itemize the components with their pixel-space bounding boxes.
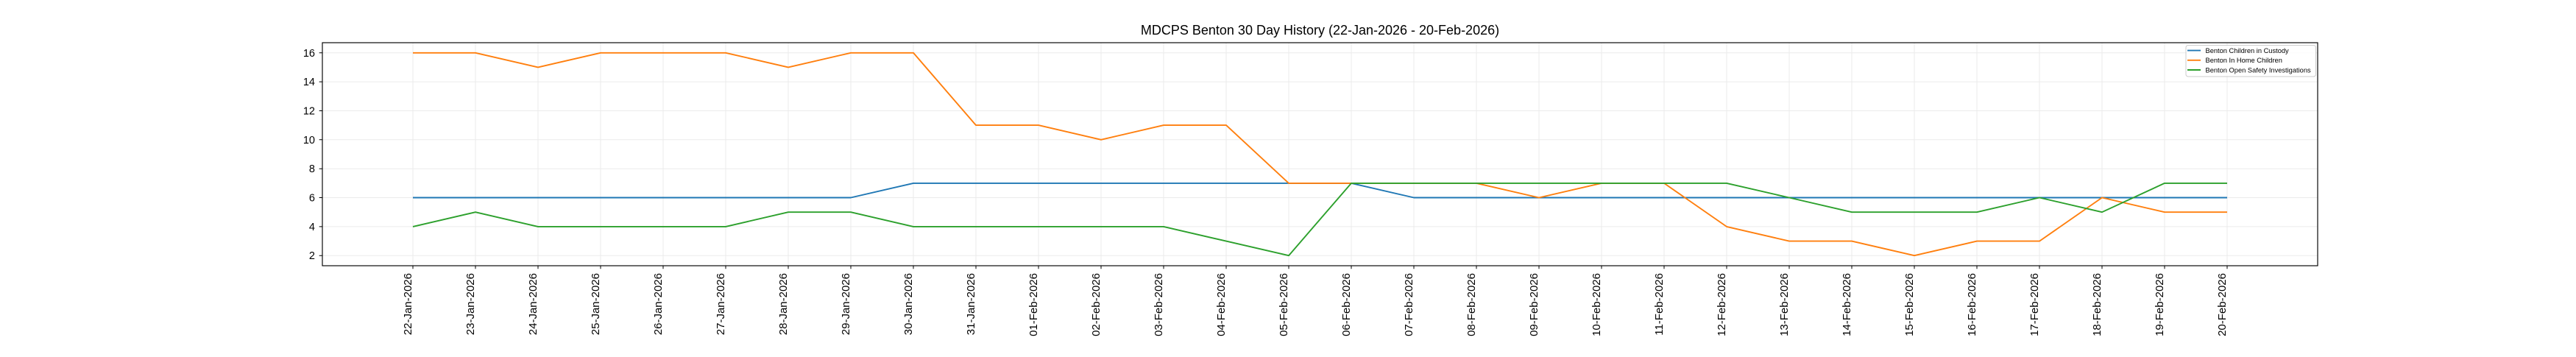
svg-text:10: 10: [303, 135, 315, 146]
svg-text:18-Feb-2026: 18-Feb-2026: [2091, 273, 2103, 336]
svg-text:05-Feb-2026: 05-Feb-2026: [1278, 273, 1290, 336]
svg-text:25-Jan-2026: 25-Jan-2026: [590, 273, 602, 335]
svg-text:06-Feb-2026: 06-Feb-2026: [1340, 273, 1353, 336]
svg-text:26-Jan-2026: 26-Jan-2026: [652, 273, 665, 335]
svg-text:23-Jan-2026: 23-Jan-2026: [464, 273, 477, 335]
svg-text:04-Feb-2026: 04-Feb-2026: [1215, 273, 1228, 336]
svg-text:28-Jan-2026: 28-Jan-2026: [777, 273, 790, 335]
svg-text:Benton Children in Custody: Benton Children in Custody: [2206, 47, 2290, 54]
svg-text:03-Feb-2026: 03-Feb-2026: [1153, 273, 1165, 336]
svg-text:13-Feb-2026: 13-Feb-2026: [1778, 273, 1791, 336]
svg-text:27-Jan-2026: 27-Jan-2026: [715, 273, 727, 335]
svg-text:10-Feb-2026: 10-Feb-2026: [1590, 273, 1603, 336]
svg-text:14: 14: [303, 77, 315, 88]
svg-text:2: 2: [309, 250, 315, 262]
svg-text:31-Jan-2026: 31-Jan-2026: [965, 273, 977, 335]
svg-text:Benton Open Safety Investigati: Benton Open Safety Investigations: [2206, 66, 2312, 74]
svg-text:02-Feb-2026: 02-Feb-2026: [1090, 273, 1103, 336]
svg-text:14-Feb-2026: 14-Feb-2026: [1841, 273, 1853, 336]
svg-text:Benton In Home Children: Benton In Home Children: [2206, 57, 2282, 64]
svg-text:20-Feb-2026: 20-Feb-2026: [2216, 273, 2229, 336]
svg-text:07-Feb-2026: 07-Feb-2026: [1403, 273, 1415, 336]
svg-text:12: 12: [303, 106, 315, 118]
svg-text:19-Feb-2026: 19-Feb-2026: [2154, 273, 2166, 336]
svg-text:6: 6: [309, 193, 315, 205]
svg-text:15-Feb-2026: 15-Feb-2026: [1903, 273, 1916, 336]
svg-text:11-Feb-2026: 11-Feb-2026: [1653, 273, 1666, 336]
svg-text:22-Jan-2026: 22-Jan-2026: [402, 273, 414, 335]
svg-text:4: 4: [309, 222, 315, 233]
svg-text:MDCPS Benton 30 Day History (2: MDCPS Benton 30 Day History (22-Jan-2026…: [1141, 23, 1499, 38]
svg-text:09-Feb-2026: 09-Feb-2026: [1528, 273, 1540, 336]
svg-text:24-Jan-2026: 24-Jan-2026: [527, 273, 539, 335]
svg-text:16: 16: [303, 48, 315, 60]
svg-text:8: 8: [309, 163, 315, 175]
svg-text:01-Feb-2026: 01-Feb-2026: [1027, 273, 1040, 336]
svg-text:08-Feb-2026: 08-Feb-2026: [1465, 273, 1478, 336]
svg-text:29-Jan-2026: 29-Jan-2026: [840, 273, 852, 335]
svg-text:12-Feb-2026: 12-Feb-2026: [1716, 273, 1728, 336]
svg-text:17-Feb-2026: 17-Feb-2026: [2028, 273, 2041, 336]
svg-text:30-Jan-2026: 30-Jan-2026: [902, 273, 915, 335]
svg-text:16-Feb-2026: 16-Feb-2026: [1966, 273, 1978, 336]
